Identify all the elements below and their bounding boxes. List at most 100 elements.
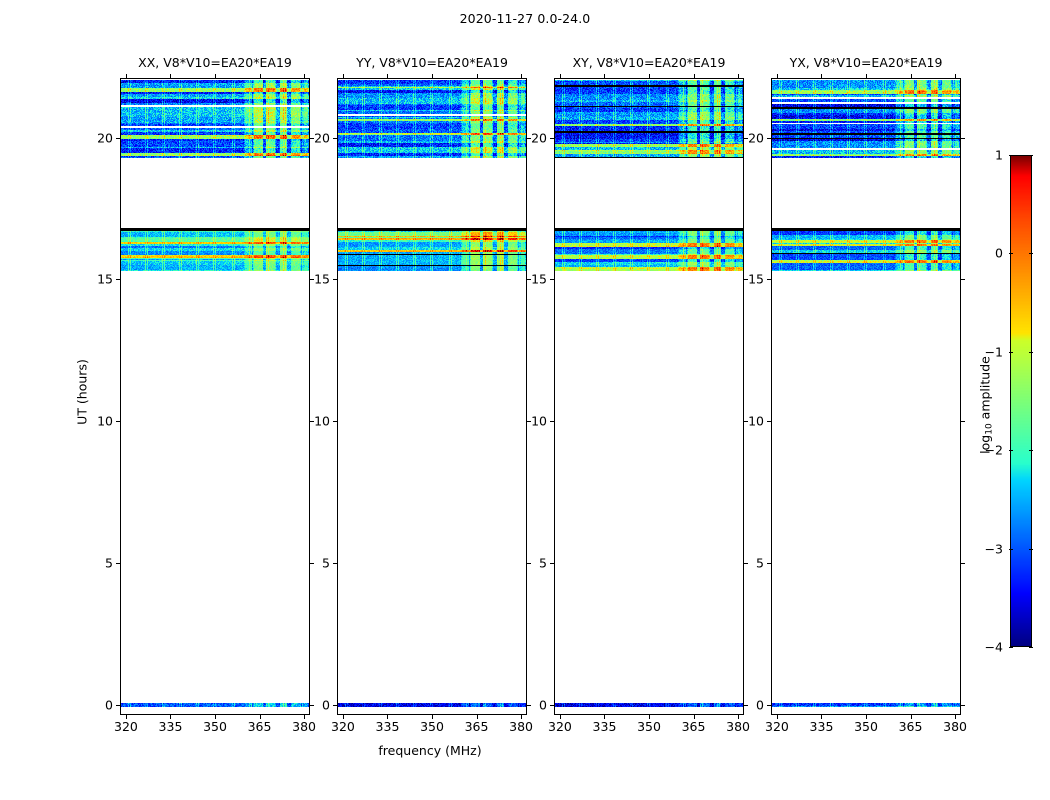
y-tick-label: 5 xyxy=(756,555,764,571)
waterfall-canvas-xy xyxy=(555,79,743,714)
x-tick xyxy=(955,715,957,719)
x-tick-label: 380 xyxy=(943,719,967,734)
x-tick xyxy=(125,715,127,719)
x-tick-top xyxy=(821,74,823,78)
y-tick-label: 0 xyxy=(539,697,547,713)
y-tick xyxy=(767,421,771,423)
y-tick-right xyxy=(527,137,531,139)
y-tick-right xyxy=(961,137,965,139)
y-tick xyxy=(767,563,771,565)
x-tick-top xyxy=(476,74,478,78)
colorbar-tick xyxy=(1009,450,1013,452)
x-tick-label: 320 xyxy=(114,719,138,734)
panel-title-xx: XX, V8*V10=EA20*EA19 xyxy=(138,55,292,70)
colorbar-tick-label: −2 xyxy=(984,442,1003,458)
colorbar-tick xyxy=(1009,548,1013,550)
colorbar-tick xyxy=(1009,647,1013,648)
x-tick-label: 380 xyxy=(726,719,750,734)
y-tick xyxy=(550,137,554,139)
x-tick-label: 335 xyxy=(592,719,617,734)
x-tick-label: 350 xyxy=(637,719,661,734)
x-tick-top xyxy=(559,74,561,78)
y-tick xyxy=(333,137,337,139)
x-tick xyxy=(259,715,261,719)
y-tick-right xyxy=(744,563,748,565)
colorbar-tick-label: −4 xyxy=(984,639,1003,655)
y-axis-label: UT (hours) xyxy=(74,359,90,425)
y-tick xyxy=(767,705,771,707)
y-tick-right xyxy=(961,279,965,281)
colorbar-tick-right xyxy=(1029,253,1033,255)
y-tick xyxy=(550,279,554,281)
panel-axes-xy xyxy=(554,78,744,715)
y-tick-label: 15 xyxy=(531,271,547,287)
x-axis-label: frequency (MHz) xyxy=(378,743,482,758)
colorbar-tick-right xyxy=(1029,548,1033,550)
spectrum-panel-xx: XX, V8*V10=EA20*EA19 320 335 350 365 380 0 5 10 1… xyxy=(97,55,316,734)
panel-axes-yy xyxy=(337,78,527,715)
x-tick xyxy=(866,715,867,719)
x-tick xyxy=(521,715,523,719)
y-tick xyxy=(116,279,120,281)
x-tick-label: 380 xyxy=(292,719,316,734)
x-tick-top xyxy=(125,74,127,78)
x-tick-label: 320 xyxy=(765,719,789,734)
x-tick-label: 350 xyxy=(203,719,227,734)
y-tick xyxy=(116,563,120,565)
y-tick-label: 5 xyxy=(539,555,547,571)
x-tick-top xyxy=(649,74,650,78)
y-tick-right xyxy=(961,563,965,565)
colorbar-tick xyxy=(1009,155,1013,156)
x-tick-label: 350 xyxy=(420,719,444,734)
y-tick-right xyxy=(744,137,748,139)
spectrum-panel-yx: YX, V8*V10=EA20*EA19 320 335 350 365 380 0 5 10 1… xyxy=(748,55,967,734)
colorbar-tick-label: −3 xyxy=(984,541,1003,557)
waterfall-canvas-xx xyxy=(121,79,309,714)
x-tick-top xyxy=(432,74,433,78)
x-tick-label: 350 xyxy=(854,719,878,734)
panel-axes-yx xyxy=(771,78,961,715)
y-tick-label: 5 xyxy=(322,555,330,571)
y-tick-right xyxy=(310,279,314,281)
y-tick-label: 0 xyxy=(105,697,113,713)
x-tick-top xyxy=(521,74,523,78)
y-tick-right xyxy=(744,421,748,423)
colorbar-title: log10 amplitude xyxy=(978,356,995,454)
x-tick xyxy=(649,715,650,719)
x-tick xyxy=(476,715,478,719)
y-tick xyxy=(333,279,337,281)
y-tick xyxy=(767,137,771,139)
y-tick-label: 10 xyxy=(748,413,764,429)
x-tick-label: 335 xyxy=(809,719,834,734)
y-tick-label: 20 xyxy=(97,130,113,146)
spectrum-panel-xy: XY, V8*V10=EA20*EA19 320 335 350 365 380 0 5 10 1… xyxy=(531,55,750,734)
y-tick-right xyxy=(310,563,314,565)
y-tick xyxy=(767,279,771,281)
y-tick-right xyxy=(310,137,314,139)
y-tick xyxy=(333,563,337,565)
colorbar-tick-right xyxy=(1029,351,1033,353)
y-tick-label: 20 xyxy=(531,130,547,146)
x-tick xyxy=(821,715,823,719)
x-tick-label: 335 xyxy=(375,719,400,734)
x-tick-top xyxy=(215,74,216,78)
x-tick xyxy=(215,715,216,719)
y-tick xyxy=(116,137,120,139)
x-tick-label: 320 xyxy=(548,719,572,734)
colorbar-tick-right xyxy=(1029,647,1033,648)
y-tick-right xyxy=(310,705,314,707)
y-tick xyxy=(550,421,554,423)
colorbar-tick-right xyxy=(1029,155,1033,156)
y-tick-right xyxy=(744,705,748,707)
y-tick xyxy=(333,421,337,423)
y-tick-right xyxy=(527,421,531,423)
x-tick xyxy=(738,715,740,719)
y-tick-label: 0 xyxy=(756,697,764,713)
x-tick xyxy=(387,715,389,719)
x-tick xyxy=(559,715,561,719)
y-tick-label: 15 xyxy=(97,271,113,287)
x-tick-label: 380 xyxy=(509,719,533,734)
y-tick-right xyxy=(961,421,965,423)
colorbar-gradient xyxy=(1010,155,1032,647)
y-tick-label: 15 xyxy=(314,271,330,287)
